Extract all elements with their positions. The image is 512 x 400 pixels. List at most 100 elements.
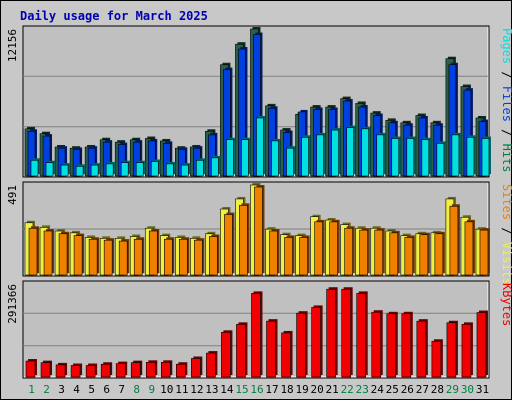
bar-pages-day-16	[256, 117, 264, 177]
bar-pages-day-24	[376, 134, 385, 177]
bar-kbytes-day-24	[371, 311, 382, 378]
bar-pages-day-12	[196, 159, 204, 177]
bar-pages-day-7	[120, 162, 129, 177]
bar-pages-day-10	[165, 163, 174, 177]
bar-pages-day-21	[331, 129, 339, 177]
x-tick-day-20: 20	[311, 383, 324, 396]
bar-pages-day-9	[150, 161, 159, 177]
bar-kbytes-day-15	[236, 324, 246, 378]
bar-pages-day-27	[421, 139, 430, 177]
bar-sites-day-22	[344, 227, 353, 276]
bar-sites-day-1	[28, 227, 38, 276]
chart-title: Daily usage for March 2025	[20, 9, 208, 23]
bar-pages-day-23	[361, 128, 370, 177]
bar-sites-day-31	[479, 229, 489, 276]
bar-pages-day-18	[286, 147, 294, 177]
bar-sites-day-16	[254, 186, 263, 276]
bar-sites-day-13	[209, 236, 218, 276]
bar-sites-day-23	[359, 229, 369, 276]
x-tick-day-8: 8	[133, 383, 140, 396]
bar-sites-day-7	[118, 240, 128, 276]
bar-pages-day-25	[391, 138, 400, 177]
bar-pages-day-26	[406, 138, 415, 177]
legend-part: /	[500, 64, 512, 86]
x-tick-day-15: 15	[235, 383, 248, 396]
bar-kbytes-day-20	[311, 307, 321, 378]
x-tick-day-22: 22	[341, 383, 354, 396]
bar-pages-day-5	[90, 164, 99, 177]
bar-pages-day-19	[301, 137, 309, 177]
y-axis-max-label: 491	[6, 185, 19, 205]
bar-kbytes-day-1	[25, 360, 36, 378]
bar-kbytes-day-5	[85, 365, 96, 378]
bar-pages-day-15	[241, 139, 249, 177]
bar-sites-day-28	[434, 233, 444, 276]
bar-kbytes-day-22	[341, 288, 351, 378]
bar-kbytes-day-7	[115, 363, 126, 378]
bar-pages-day-17	[271, 140, 279, 177]
bar-sites-day-29	[449, 205, 459, 276]
bar-kbytes-day-23	[356, 293, 367, 378]
x-tick-day-25: 25	[386, 383, 399, 396]
bar-sites-day-24	[374, 229, 384, 276]
legend-part: Sites	[500, 184, 512, 220]
x-tick-day-30: 30	[461, 383, 474, 396]
x-tick-day-26: 26	[401, 383, 414, 396]
bar-pages-day-3	[60, 164, 69, 177]
x-tick-day-12: 12	[190, 383, 203, 396]
bar-pages-day-11	[181, 164, 189, 177]
x-tick-day-29: 29	[446, 383, 459, 396]
bar-sites-day-25	[389, 232, 399, 276]
x-tick-day-27: 27	[416, 383, 429, 396]
bar-sites-day-27	[419, 234, 429, 276]
x-tick-day-11: 11	[175, 383, 188, 396]
x-tick-day-7: 7	[118, 383, 125, 396]
bar-pages-day-14	[226, 139, 234, 177]
bar-sites-day-4	[73, 235, 83, 276]
bar-kbytes-day-8	[130, 362, 141, 378]
bar-kbytes-day-10	[160, 362, 171, 378]
bar-sites-day-26	[404, 237, 414, 276]
bar-sites-day-17	[269, 230, 278, 276]
bar-pages-day-2	[45, 162, 54, 177]
x-tick-day-31: 31	[476, 383, 489, 396]
bar-kbytes-day-18	[281, 332, 291, 378]
bar-sites-day-14	[224, 214, 233, 276]
legend-part: Visits	[500, 242, 512, 285]
bar-kbytes-day-31	[476, 312, 487, 378]
bar-kbytes-day-30	[461, 324, 472, 378]
x-tick-day-1: 1	[28, 383, 35, 396]
bar-sites-day-3	[58, 233, 68, 276]
bar-sites-day-9	[148, 230, 158, 276]
bar-sites-day-12	[194, 239, 203, 276]
bar-pages-day-20	[316, 134, 324, 177]
bar-kbytes-day-28	[431, 340, 442, 378]
bar-kbytes-day-13	[206, 352, 216, 378]
bar-kbytes-day-16	[251, 293, 261, 378]
bar-kbytes-day-4	[70, 365, 81, 378]
series-legend-kbytes: KBytes	[500, 283, 512, 326]
bar-pages-day-6	[105, 163, 114, 177]
x-tick-day-4: 4	[73, 383, 80, 396]
bar-kbytes-day-11	[176, 363, 186, 378]
legend-part: Pages	[500, 28, 512, 64]
y-axis-max-label: 12156	[6, 29, 19, 62]
bar-sites-day-18	[284, 237, 293, 276]
x-tick-day-10: 10	[160, 383, 173, 396]
x-tick-day-24: 24	[371, 383, 385, 396]
bar-pages-day-31	[481, 138, 490, 177]
bar-sites-day-10	[163, 238, 173, 276]
x-tick-day-21: 21	[326, 383, 339, 396]
y-axis-max-label: 291366	[6, 284, 19, 324]
bar-kbytes-day-29	[446, 322, 457, 378]
x-tick-day-16: 16	[250, 383, 263, 396]
bar-kbytes-day-21	[326, 288, 336, 378]
bar-kbytes-day-2	[40, 362, 51, 378]
x-tick-day-17: 17	[265, 383, 278, 396]
x-tick-day-19: 19	[295, 383, 308, 396]
bar-kbytes-day-19	[296, 312, 306, 378]
bar-kbytes-day-9	[145, 362, 156, 378]
bar-sites-day-21	[329, 221, 338, 276]
legend-part: /	[500, 122, 512, 144]
